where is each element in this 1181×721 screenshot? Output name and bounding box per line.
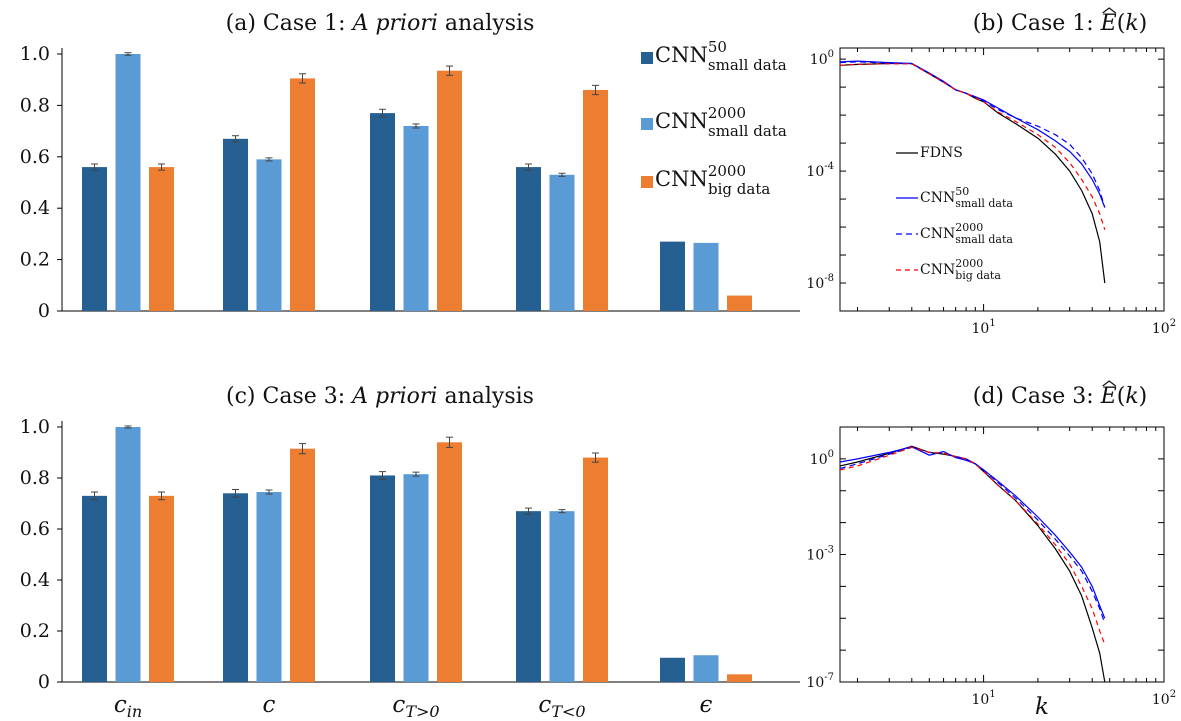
bar-legend: CNN50 small data CNN2000 small data CNN2000 b…	[641, 38, 787, 198]
spectrum-line-b-s2	[839, 61, 1106, 208]
bar-a-s0-c3	[516, 167, 541, 311]
bar-c-s0-c0	[82, 495, 107, 682]
legend-label: CNN50 small data	[655, 38, 787, 74]
bar-c-s2-c1	[290, 448, 315, 682]
bar-c-s2-c0	[149, 495, 174, 682]
bar-a-s2-c0	[149, 167, 174, 311]
y-tick-label: 0.6	[20, 518, 50, 540]
legend-label: CNN50 small data	[920, 185, 1013, 210]
x-axis-label: k	[1035, 694, 1049, 720]
bar-a-s1-c0	[115, 54, 141, 311]
hat-mark	[1102, 7, 1117, 14]
spectrum-line-d-s0	[839, 445, 1106, 683]
x-tick-label: 102	[1152, 318, 1176, 337]
spectrum-line-b-s3	[839, 63, 1106, 230]
category-label: cT<0	[538, 692, 585, 721]
bar-a-s2-c4	[727, 295, 752, 311]
bar-a-s2-c2	[437, 70, 462, 311]
x-tick-label: 101	[971, 318, 995, 337]
y-tick-label: 0.8	[20, 467, 50, 489]
y-tick-label: 10-7	[806, 672, 834, 691]
bar-c-s2-c3	[583, 457, 608, 682]
y-tick-label: 0	[38, 671, 50, 693]
panel-title-b: (b) Case 1: E(k)	[973, 11, 1148, 36]
bar-c-s1-c0	[115, 427, 141, 682]
x-tick-label: 102	[1152, 689, 1176, 708]
bar-c-s1-c4	[693, 655, 719, 682]
legend-swatch	[641, 176, 653, 188]
category-label: cT>0	[392, 692, 439, 721]
y-tick-label: 10-8	[806, 273, 834, 292]
bar-a-s2-c1	[290, 78, 315, 311]
spectrum-panel-b: (b) Case 1: E(k) 101 102 100 10-4 10-8	[806, 11, 1176, 337]
y-tick-label: 1.0	[20, 416, 50, 438]
y-tick-label: 0.4	[20, 569, 50, 591]
spectrum-line-b-s0	[839, 62, 1106, 284]
spectrum-line-d-s2	[839, 446, 1106, 624]
y-tick-label: 100	[810, 449, 834, 468]
x-tick-label: 101	[971, 689, 995, 708]
legend-label: FDNS	[920, 145, 963, 161]
bar-a-s0-c4	[660, 241, 685, 311]
y-tick-label: 1.0	[20, 43, 50, 65]
bar-c-s1-c2	[403, 474, 429, 682]
spectrum-line-d-s3	[839, 446, 1106, 645]
category-label: c	[263, 692, 276, 718]
bar-panel-c: (c) Case 3: A priori analysis 0 0.2 0.4 0.6 0…	[20, 384, 800, 721]
legend-swatch	[641, 52, 653, 64]
plot-frame	[839, 47, 1165, 312]
hat-mark	[1102, 380, 1117, 387]
y-tick-label: 10-4	[806, 161, 834, 180]
legend-label: CNN2000 big data	[920, 257, 1001, 282]
bar-a-s1-c4	[693, 242, 719, 311]
plot-frame	[839, 426, 1165, 683]
category-label: cin	[114, 692, 142, 721]
bar-a-s0-c1	[223, 138, 248, 311]
y-tick-label: 0.6	[20, 146, 50, 168]
bar-c-s2-c2	[437, 442, 462, 682]
bar-c-s1-c1	[256, 492, 282, 682]
y-tick-label: 0.2	[20, 249, 50, 271]
bar-c-s1-c3	[549, 511, 575, 682]
spectrum-legend: FDNS CNN50 small data CNN2000 small data CNN2…	[896, 145, 1013, 282]
legend-swatch	[641, 118, 653, 130]
category-label: ϵ	[700, 692, 713, 718]
bar-a-s0-c2	[370, 113, 395, 311]
spectrum-line-d-s1	[839, 446, 1106, 619]
bar-a-s1-c2	[403, 125, 429, 312]
bar-c-s0-c1	[223, 493, 248, 682]
bar-panel-a: (a) Case 1: A priori analysis 0 0.2 0.4 0.6 0…	[20, 11, 800, 322]
legend-label: CNN2000 small data	[920, 221, 1013, 246]
legend-label: CNN2000 small data	[655, 104, 787, 140]
bar-a-s0-c0	[82, 167, 107, 311]
panel-title-c: (c) Case 3: A priori analysis	[226, 384, 534, 409]
bar-c-s0-c2	[370, 475, 395, 682]
y-tick-label: 0.8	[20, 94, 50, 116]
bar-a-s1-c3	[549, 174, 575, 311]
legend-label: CNN2000 big data	[655, 162, 770, 198]
panel-title-a: (a) Case 1: A priori analysis	[226, 11, 535, 36]
bar-a-s1-c1	[256, 159, 282, 311]
bar-c-s0-c4	[660, 657, 685, 682]
y-tick-label: 100	[810, 49, 834, 68]
y-tick-label: 0.2	[20, 620, 50, 642]
spectrum-line-b-s1	[839, 60, 1106, 208]
spectrum-panel-d: (d) Case 3: E(k) 101 102 100 10-3 10-7 k	[806, 384, 1176, 720]
bar-c-s2-c4	[727, 674, 752, 682]
y-tick-label: 0.4	[20, 197, 50, 219]
y-tick-label: 0	[38, 300, 50, 322]
bar-a-s2-c3	[583, 89, 608, 311]
panel-title-d: (d) Case 3: E(k)	[973, 384, 1148, 409]
y-tick-label: 10-3	[806, 545, 834, 564]
bar-c-s0-c3	[516, 511, 541, 682]
